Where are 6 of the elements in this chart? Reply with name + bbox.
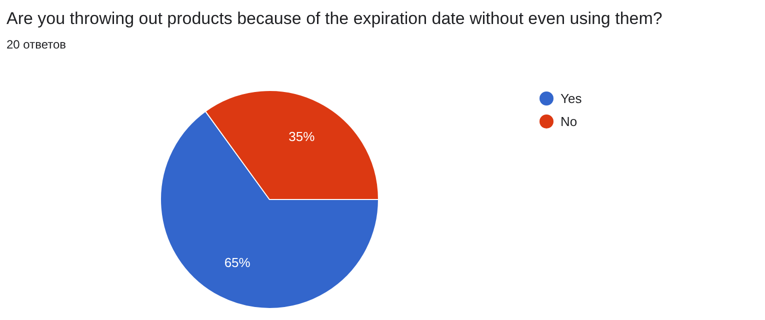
text: 20 ответов	[6, 38, 66, 52]
legend-label: Yes	[560, 91, 582, 106]
data-label: 65%	[224, 255, 251, 270]
chart-title: Are you throwing out products because of the expiration date without even using them?	[6, 9, 662, 28]
legend-label: No	[560, 114, 578, 129]
data-label: 35%	[288, 128, 316, 144]
